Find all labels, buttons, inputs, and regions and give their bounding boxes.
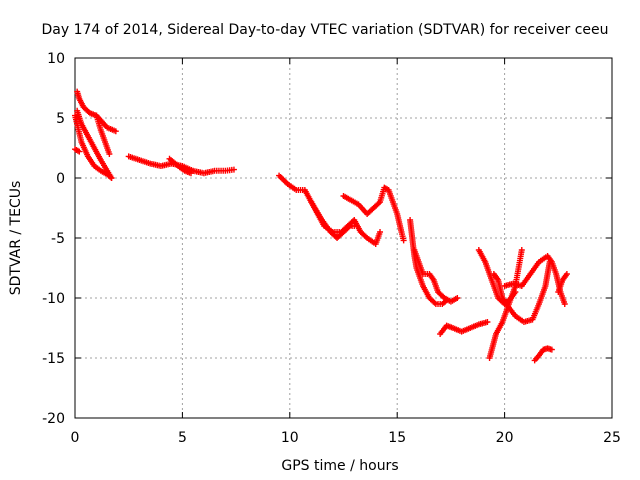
data-series [72,88,570,364]
y-tick-label: -15 [42,351,65,367]
series-arc-16 [486,247,525,361]
data-point [230,166,237,173]
axis-ticks [74,57,613,419]
data-point [518,247,525,253]
y-tick-label: 0 [56,171,65,187]
data-point [108,175,115,181]
data-point [561,301,568,307]
data-point [377,229,384,235]
series-arc-7 [166,155,194,177]
data-point [400,237,407,244]
data-point [484,319,491,325]
x-tick-label: 0 [71,430,80,446]
series-arc-12 [411,247,461,305]
grid-lines [75,58,612,418]
series-arc-18 [555,271,570,295]
data-point [375,200,382,207]
series-arc-6 [125,153,237,177]
series-arc-15 [490,259,553,325]
data-point [76,148,83,155]
y-tick-label: 5 [56,111,65,127]
y-tick-label: 10 [47,51,65,67]
series-arc-11 [407,217,450,307]
y-axis-label: SDTVAR / TECUs [8,181,24,296]
x-tick-label: 20 [496,430,514,446]
data-point [112,128,119,135]
series-arc-2 [72,146,83,155]
y-tick-label: -10 [42,291,65,307]
series-arc-5 [93,112,113,157]
series-arc-4 [74,88,119,135]
data-point [548,346,555,353]
x-axis-label: GPS time / hours [281,458,398,474]
y-tick-label: -20 [42,411,65,427]
y-tick-label: -5 [51,231,65,247]
data-point [187,170,194,177]
x-tick-label: 25 [603,430,621,446]
series-arc-3 [74,107,115,181]
data-point [431,299,438,306]
series-arc-13 [437,319,491,337]
x-tick-label: 15 [388,430,406,446]
data-point [106,151,113,157]
series-arc-19 [531,345,555,364]
tick-labels: 0 5 10 15 20 25 -20 -15 -10 -5 0 5 10 [42,51,621,446]
data-point [362,233,369,240]
series-arc-9 [308,199,358,241]
series-arc-1 [72,112,115,181]
series-arc-10 [340,184,407,244]
x-tick-label: 5 [178,430,187,446]
chart-title: Day 174 of 2014, Sidereal Day-to-day VTE… [41,22,608,38]
data-point [345,224,352,231]
series-arc-8 [276,172,384,247]
data-point [454,295,461,301]
x-tick-label: 10 [281,430,299,446]
data-point [563,271,570,277]
data-point [351,223,358,229]
